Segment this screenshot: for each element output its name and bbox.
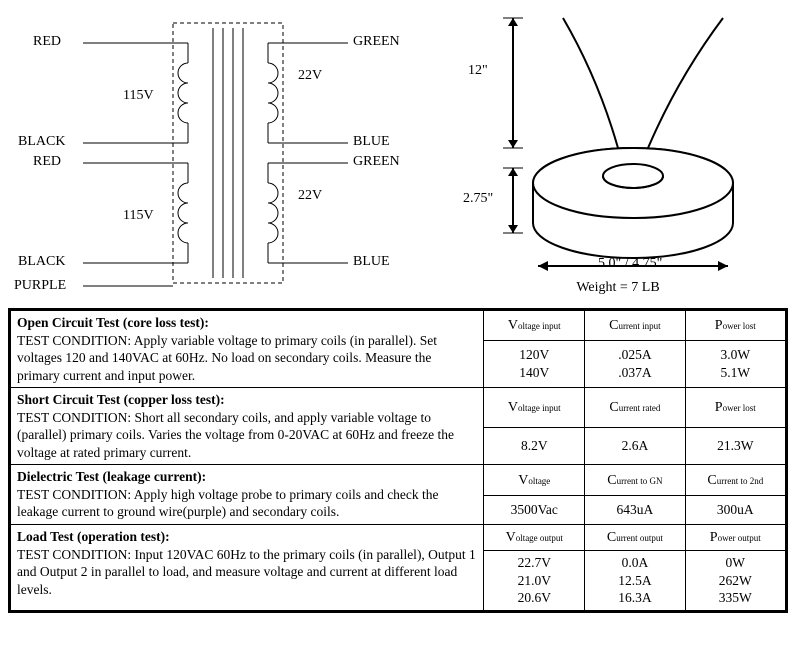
t1h3: Power lost xyxy=(685,310,786,341)
test2-desc: TEST CONDITION: Short all secondary coil… xyxy=(17,410,454,460)
label-purple: PURPLE xyxy=(14,278,66,294)
label-115v-2: 115V xyxy=(123,208,154,224)
t3h2: Current to GN xyxy=(585,465,685,496)
t4r1c1: 22.7V21.0V20.6V xyxy=(484,551,585,612)
t2r1c3: 21.3W xyxy=(685,428,786,465)
t3h3: Current to 2nd xyxy=(685,465,786,496)
label-22v-2: 22V xyxy=(298,188,322,204)
test3-desc: TEST CONDITION: Apply high voltage probe… xyxy=(17,487,439,520)
t2r1c1: 8.2V xyxy=(484,428,585,465)
physical-svg xyxy=(448,8,788,278)
dim-thickness: 2.75" xyxy=(463,191,493,207)
test1-cell: Open Circuit Test (core loss test): TEST… xyxy=(10,310,484,388)
dim-diameter: 5.0" / 4.75" xyxy=(598,256,662,272)
t3r1c2: 643uA xyxy=(585,496,685,525)
t4h1: Voltage output xyxy=(484,525,585,551)
test4-cell: Load Test (operation test): TEST CONDITI… xyxy=(10,525,484,612)
top-section: RED BLACK 115V RED BLACK 115V GREEN BLUE… xyxy=(8,8,795,298)
test2-title: Short Circuit Test (copper loss test): xyxy=(17,392,225,407)
t2h1: Voltage input xyxy=(484,388,585,428)
test4-title: Load Test (operation test): xyxy=(17,529,170,544)
test1-title: Open Circuit Test (core loss test): xyxy=(17,315,209,330)
test3-title: Dielectric Test (leakage current): xyxy=(17,469,206,484)
t4h3: Power output xyxy=(685,525,786,551)
label-green-1: GREEN xyxy=(353,34,400,50)
t2h3: Power lost xyxy=(685,388,786,428)
t2h2: Current rated xyxy=(585,388,685,428)
t4h2: Current output xyxy=(585,525,685,551)
label-115v-1: 115V xyxy=(123,88,154,104)
t3r1c3: 300uA xyxy=(685,496,786,525)
t1r1c3: 3.0W5.1W xyxy=(685,340,786,388)
test4-desc: TEST CONDITION: Input 120VAC 60Hz to the… xyxy=(17,547,476,597)
label-green-2: GREEN xyxy=(353,154,400,170)
label-22v-1: 22V xyxy=(298,68,322,84)
t4r1c2: 0.0A12.5A16.3A xyxy=(585,551,685,612)
label-red-2: RED xyxy=(33,154,61,170)
weight-label: Weight = 7 LB xyxy=(448,280,788,296)
t1r1c1: 120V140V xyxy=(484,340,585,388)
t3h1: Voltage xyxy=(484,465,585,496)
label-black-2: BLACK xyxy=(18,254,65,270)
t2r1c2: 2.6A xyxy=(585,428,685,465)
label-blue-2: BLUE xyxy=(353,254,390,270)
test1-desc: TEST CONDITION: Apply variable voltage t… xyxy=(17,333,437,383)
test2-cell: Short Circuit Test (copper loss test): T… xyxy=(10,388,484,465)
t1r1c2: .025A.037A xyxy=(585,340,685,388)
test-table: Open Circuit Test (core loss test): TEST… xyxy=(8,308,788,613)
label-red-1: RED xyxy=(33,34,61,50)
dim-height: 12" xyxy=(468,63,488,79)
t1h2: Current input xyxy=(585,310,685,341)
label-black-1: BLACK xyxy=(18,134,65,150)
transformer-schematic: RED BLACK 115V RED BLACK 115V GREEN BLUE… xyxy=(8,8,428,298)
test3-cell: Dielectric Test (leakage current): TEST … xyxy=(10,465,484,525)
transformer-physical: 12" 2.75" 5.0" / 4.75" Weight = 7 LB xyxy=(448,8,788,298)
t4r1c3: 0W262W335W xyxy=(685,551,786,612)
t3r1c1: 3500Vac xyxy=(484,496,585,525)
label-blue-1: BLUE xyxy=(353,134,390,150)
t1h1: Voltage input xyxy=(484,310,585,341)
